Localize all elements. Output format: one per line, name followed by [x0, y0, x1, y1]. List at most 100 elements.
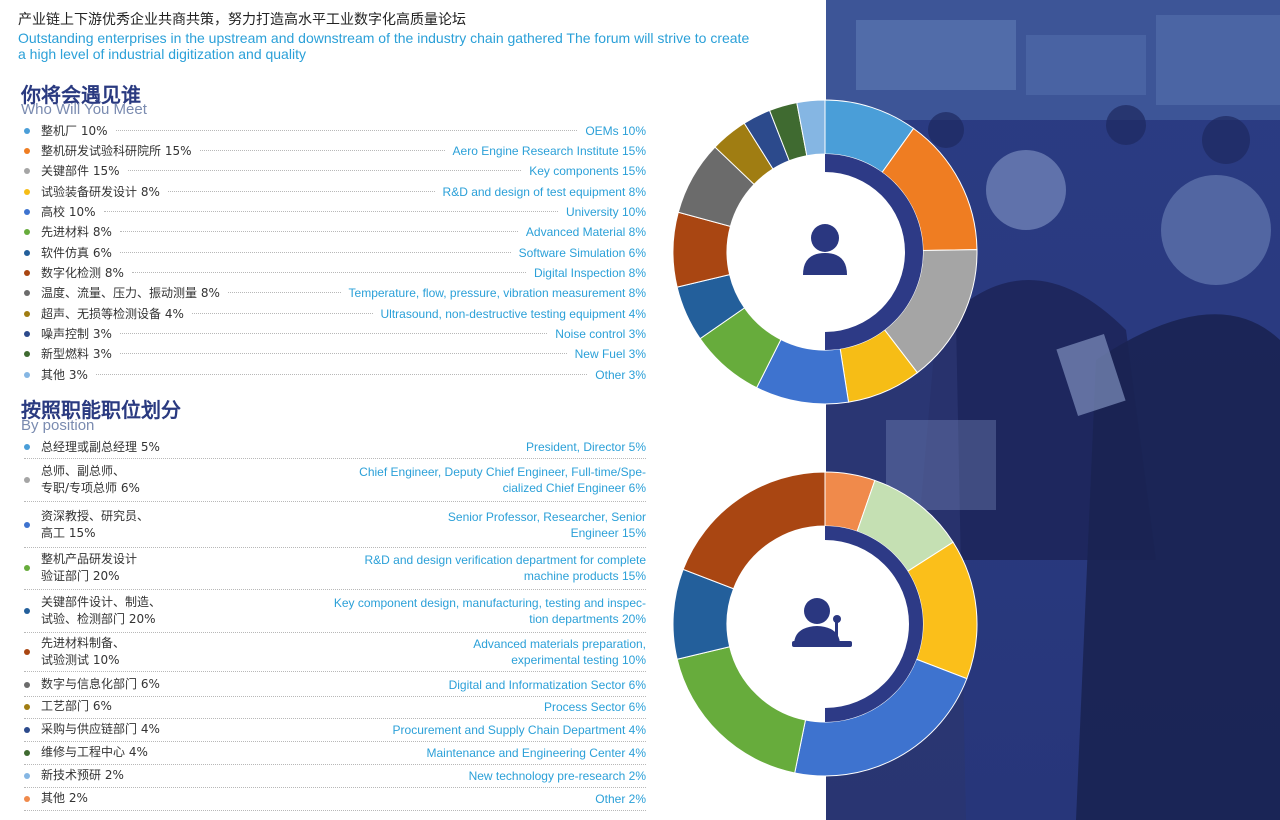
- legend-label-en: Maintenance and Engineering Center 4%: [426, 745, 646, 760]
- legend-dot: [24, 726, 30, 733]
- legend-dot: [24, 310, 30, 317]
- leader-line: [191, 313, 373, 314]
- legend-label-en: Ultrasound, non-destructive testing equi…: [380, 306, 646, 321]
- legend-label-en: Noise control 3%: [555, 326, 646, 341]
- legend-label-cn: 新技术预研 2%: [41, 768, 124, 782]
- meet-legend-row: 试验装备研发设计 8% R&D and design of test equipm…: [24, 183, 646, 200]
- legend-label-en: President, Director 5%: [525, 440, 646, 454]
- legend-label-en: Advanced materials preparation, experime…: [473, 637, 646, 667]
- legend-label-cn: 噪声控制 3%: [41, 327, 112, 341]
- legend-label-cn: 总师、副总师、 专职/专项总师 6%: [41, 464, 140, 495]
- legend-label-cn: 总经理或副总经理 5%: [41, 439, 160, 454]
- person-icon: [803, 224, 847, 275]
- legend-dot: [24, 444, 30, 450]
- legend-dot: [24, 228, 30, 235]
- position-legend-row: 数字与信息化部门 6% Digital and Informatization S…: [24, 673, 646, 697]
- legend-label-en: R&D and design verification department f…: [364, 553, 646, 583]
- legend-label-en: Process Sector 6%: [543, 699, 646, 714]
- legend-dot: [24, 167, 30, 174]
- legend-dot: [24, 208, 30, 215]
- legend-label-en: Advanced Material 8%: [525, 224, 646, 239]
- legend-label-cn: 新型燃料 3%: [41, 347, 112, 361]
- meet-donut-chart: [672, 99, 978, 405]
- legend-label-en: Key components 15%: [529, 163, 646, 178]
- legend-dot: [24, 477, 30, 483]
- legend-label-cn: 关键部件设计、制造、 试验、检测部门 20%: [41, 595, 162, 626]
- legend-dot: [24, 522, 30, 528]
- legend-label-cn: 关键部件 15%: [41, 164, 120, 178]
- legend-label-cn: 采购与供应链部门 4%: [41, 722, 160, 736]
- legend-label-cn: 试验装备研发设计 8%: [41, 185, 160, 199]
- position-legend-row: 先进材料制备、 试验测试 10% Advanced materials prepa…: [24, 633, 646, 672]
- meet-section-title: 你将会遇见谁: [21, 83, 141, 107]
- meet-legend-row: 数字化检测 8% Digital Inspection 8%: [24, 264, 646, 281]
- legend-label-cn: 整机研发试验科研院所 15%: [41, 144, 192, 158]
- legend-label-en: Aero Engine Research Institute 15%: [452, 143, 646, 158]
- meet-section-subtitle: Who Will You Meet: [21, 101, 147, 118]
- legend-label-cn: 软件仿真 6%: [41, 246, 112, 260]
- legend-label-cn: 温度、流量、压力、振动测量 8%: [41, 286, 220, 300]
- meet-legend-row: 高校 10% University 10%: [24, 203, 646, 220]
- legend-dot: [24, 249, 30, 256]
- position-legend-row: 资深教授、研究员、 高工 15% Senior Professor, Resear…: [24, 503, 646, 548]
- legend-label-cn: 数字化检测 8%: [41, 266, 124, 280]
- meet-legend-row: 关键部件 15% Key components 15%: [24, 162, 646, 179]
- legend-dot: [24, 127, 30, 134]
- legend-label-cn: 高校 10%: [41, 205, 96, 219]
- legend-dot: [24, 147, 30, 154]
- meet-legend-row: 先进材料 8% Advanced Material 8%: [24, 223, 646, 240]
- meet-legend-row: 整机厂 10% OEMs 10%: [24, 122, 646, 139]
- meet-legend-row: 其他 3% Other 3%: [24, 366, 646, 383]
- meet-legend-row: 噪声控制 3% Noise control 3%: [24, 325, 646, 342]
- legend-dot: [24, 649, 30, 655]
- legend-dot: [24, 188, 30, 195]
- legend-label-cn: 资深教授、研究员、 高工 15%: [41, 509, 150, 540]
- position-legend-row: 整机产品研发设计 验证部门 20% R&D and design verifica…: [24, 547, 646, 590]
- position-legend-row: 其他 2% Other 2%: [24, 787, 646, 811]
- meet-legend-row: 温度、流量、压力、振动测量 8% Temperature, flow, press…: [24, 284, 646, 301]
- inner-ring-accent: [825, 526, 923, 722]
- legend-label-cn: 超声、无损等检测设备 4%: [41, 307, 184, 321]
- leader-line: [227, 292, 341, 293]
- legend-dot: [24, 681, 30, 688]
- legend-label-cn: 先进材料制备、 试验测试 10%: [41, 636, 126, 667]
- legend-dot: [24, 772, 30, 779]
- legend-dot: [24, 289, 30, 296]
- leader-line: [119, 231, 518, 232]
- legend-label-en: University 10%: [565, 204, 646, 219]
- legend-dot: [24, 608, 30, 614]
- meet-legend-row: 软件仿真 6% Software Simulation 6%: [24, 244, 646, 261]
- legend-label-en: New Fuel 3%: [574, 346, 646, 361]
- position-legend-row: 关键部件设计、制造、 试验、检测部门 20% Key component desi…: [24, 590, 646, 633]
- legend-label-cn: 工艺部门 6%: [41, 699, 112, 713]
- header-title-en: Outstanding enterprises in the upstream …: [18, 30, 750, 62]
- legend-dot: [24, 565, 30, 571]
- position-section-subtitle: By position: [21, 417, 95, 434]
- legend-dot: [24, 350, 30, 357]
- legend-label-en: Software Simulation 6%: [518, 245, 646, 260]
- legend-dot: [24, 749, 30, 756]
- legend-label-en: Chief Engineer, Deputy Chief Engineer, F…: [359, 465, 646, 495]
- position-legend-row: 采购与供应链部门 4% Procurement and Supply Chain …: [24, 718, 646, 742]
- meet-legend-row: 新型燃料 3% New Fuel 3%: [24, 345, 646, 362]
- leader-line: [119, 333, 548, 334]
- position-legend-row: 新技术预研 2% New technology pre-research 2%: [24, 764, 646, 788]
- meet-legend-row: 超声、无损等检测设备 4% Ultrasound, non-destructive…: [24, 305, 646, 322]
- legend-label-en: Senior Professor, Researcher, Senior Eng…: [447, 510, 646, 540]
- legend-label-en: OEMs 10%: [585, 123, 646, 138]
- leader-line: [115, 130, 578, 131]
- leader-line: [119, 353, 567, 354]
- legend-dot: [24, 795, 30, 802]
- leader-line: [103, 211, 558, 212]
- legend-label-en: Other 3%: [595, 367, 646, 382]
- position-donut-chart: [672, 471, 978, 777]
- leader-line: [131, 272, 526, 273]
- legend-label-en: Digital Inspection 8%: [533, 265, 646, 280]
- legend-label-en: Other 2%: [595, 791, 646, 806]
- leader-line: [167, 191, 435, 192]
- legend-label-cn: 整机厂 10%: [41, 124, 108, 138]
- inner-ring-accent: [825, 154, 923, 350]
- legend-label-en: R&D and design of test equipment 8%: [442, 184, 646, 199]
- legend-label-en: New technology pre-research 2%: [468, 768, 646, 783]
- legend-label-cn: 其他 2%: [41, 791, 88, 805]
